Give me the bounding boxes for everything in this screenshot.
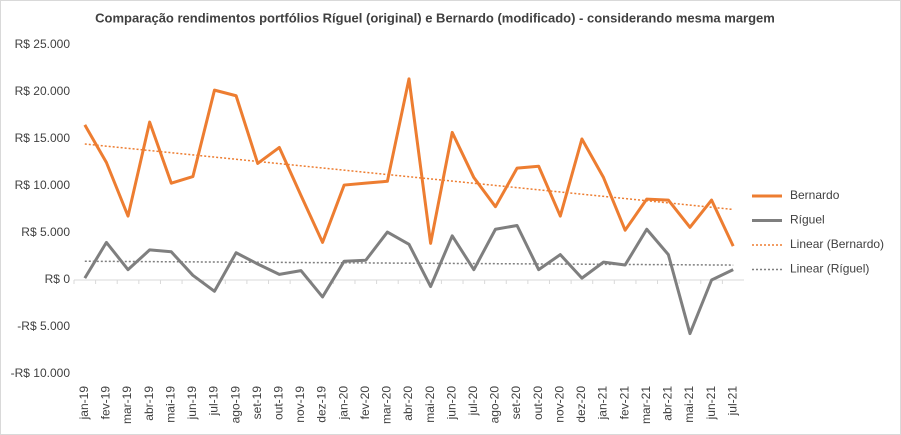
x-tick-label: set-20	[509, 386, 523, 420]
x-tick-label: ago-19	[228, 386, 242, 424]
chart-title: Comparação rendimentos portfólios Ríguel…	[95, 10, 775, 25]
x-tick-label: abr-19	[142, 386, 156, 421]
series-line	[83, 77, 735, 247]
legend-label: Ríguel	[790, 213, 825, 227]
y-tick-label: R$ 5.000	[21, 225, 70, 239]
series-line	[83, 223, 734, 336]
x-tick-label: jun-20	[444, 386, 458, 421]
x-tick-label: nov-19	[293, 386, 307, 423]
legend-label: Bernardo	[790, 188, 840, 202]
x-tick-label: jun-19	[185, 386, 199, 421]
x-tick-label: abr-20	[401, 386, 415, 421]
x-tick-label: jul-20	[466, 386, 480, 417]
x-tick-label: dez-19	[315, 386, 329, 423]
x-tick-label: jun-21	[704, 386, 718, 421]
x-tick-label: ago-20	[488, 386, 502, 424]
y-tick-label: R$ 20.000	[15, 84, 71, 98]
x-tick-label: mar-19	[120, 386, 134, 424]
x-tick-label: mai-20	[423, 386, 437, 423]
y-tick-label: R$ 0	[45, 272, 71, 286]
x-tick-label: fev-19	[99, 386, 113, 420]
x-tick-label: fev-20	[358, 386, 372, 420]
x-tick-label: mai-19	[163, 386, 177, 423]
x-tick-label: mai-21	[682, 386, 696, 423]
trendline	[84, 143, 734, 211]
x-tick-label: set-19	[250, 386, 264, 420]
x-tick-label: mar-21	[639, 386, 653, 424]
x-tick-label: jan-21	[596, 386, 610, 421]
x-tick-label: abr-21	[661, 386, 675, 421]
x-tick-label: jul-19	[207, 386, 221, 417]
x-tick-label: dez-20	[574, 386, 588, 423]
y-tick-label: R$ 15.000	[15, 131, 71, 145]
y-tick-label: R$ 25.000	[15, 37, 71, 51]
x-tick-label: fev-21	[617, 386, 631, 420]
y-tick-label: -R$ 5.000	[17, 319, 70, 333]
x-tick-label: jul-21	[725, 386, 739, 417]
legend-label: Linear (Ríguel)	[790, 262, 869, 276]
y-tick-label: R$ 10.000	[15, 178, 71, 192]
x-tick-label: jan-19	[77, 386, 91, 421]
y-tick-label: -R$ 10.000	[11, 366, 71, 380]
x-tick-label: jan-20	[336, 386, 350, 421]
x-tick-label: mar-20	[380, 386, 394, 424]
x-tick-label: nov-20	[552, 386, 566, 423]
legend-label: Linear (Bernardo)	[790, 237, 884, 251]
x-tick-label: out-19	[271, 386, 285, 420]
x-tick-label: out-20	[531, 386, 545, 420]
